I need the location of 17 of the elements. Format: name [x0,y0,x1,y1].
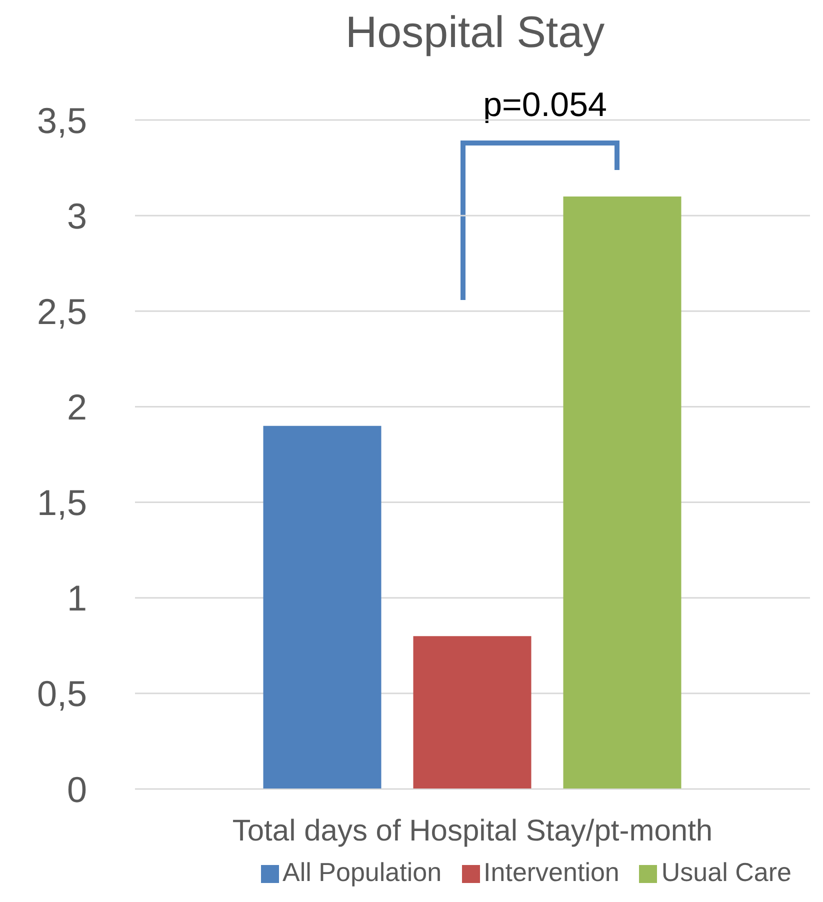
y-tick-label: 3,5 [36,100,87,141]
bar [263,426,382,789]
y-tick-label: 1 [66,578,87,619]
y-tick-label: 0,5 [36,673,87,714]
x-tick-label: Total days of Hospital Stay/pt-month [232,814,713,848]
chart-title: Hospital Stay [344,8,606,58]
y-tick-label: 3 [66,195,87,236]
y-tick-label: 0 [66,768,87,810]
legend-label: Usual Care [661,857,792,887]
legend-label: Intervention [484,857,620,887]
bar [563,196,682,789]
annotation: p=0.054 [482,86,608,125]
legend-label: All Population [282,857,442,887]
y-tick-label: 2 [66,386,87,428]
bar [413,636,532,789]
y-tick-label: 1,5 [36,482,87,524]
y-tick-label: 2,5 [36,290,87,332]
